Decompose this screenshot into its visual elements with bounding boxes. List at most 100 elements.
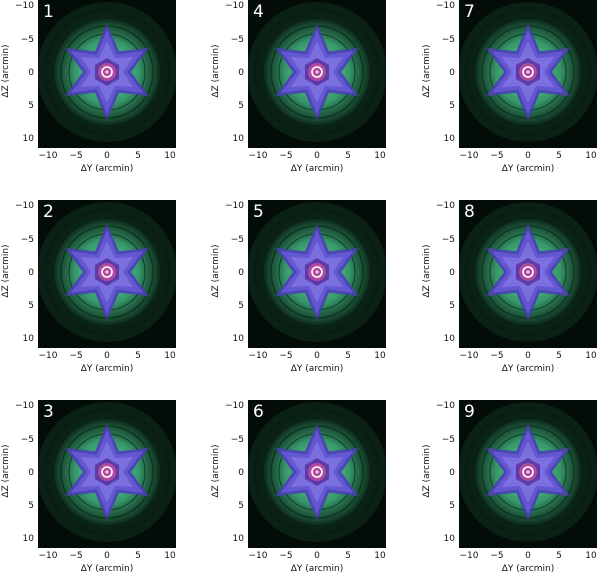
y-tick-label: −10 <box>15 401 34 411</box>
x-tick-label: 5 <box>345 551 351 561</box>
x-tick-label: −5 <box>490 551 504 561</box>
y-tick-label: −5 <box>20 235 34 245</box>
psf-image: 6 <box>248 400 386 548</box>
x-axis-label: ΔY (arcmin) <box>501 364 555 374</box>
x-tick-label: 0 <box>525 351 531 361</box>
psf-image: 5 <box>248 200 386 348</box>
y-tick-label: 5 <box>449 301 455 311</box>
x-tick-label: 5 <box>556 551 562 561</box>
y-tick-label: 0 <box>238 68 244 78</box>
y-axis-label: ΔZ (arcmin) <box>1 444 11 498</box>
y-tick-label: −5 <box>230 235 244 245</box>
x-tick-label: −10 <box>459 151 479 161</box>
y-tick-label: 10 <box>22 134 34 144</box>
x-tick-label: −5 <box>69 351 83 361</box>
y-axis-label: ΔZ (arcmin) <box>211 444 221 498</box>
psf-panel: 7 −10 −5 0 5 10 −10 −5 0 5 10 ΔZ (arcmin) ΔY (arcmin… <box>421 0 598 176</box>
psf-panel: 8 −10 −5 0 5 10 −10 −5 0 5 10 ΔZ (arcmin) ΔY (arcmin… <box>421 200 598 376</box>
y-tick-label: 10 <box>232 134 244 144</box>
x-tick-label: 10 <box>164 151 176 161</box>
psf-image: 9 <box>459 400 597 548</box>
psf-image: 8 <box>459 200 597 348</box>
panel-number: 7 <box>464 2 475 22</box>
x-tick-label: 10 <box>585 351 597 361</box>
x-axis-label: ΔY (arcmin) <box>80 164 134 174</box>
x-tick-label: 10 <box>374 351 386 361</box>
y-tick-label: 5 <box>449 101 455 111</box>
x-tick-label: −5 <box>490 351 504 361</box>
psf-panel: 5 −10 −5 0 5 10 −10 −5 0 5 10 ΔZ (arcmin) ΔY (arcmin… <box>210 200 390 376</box>
x-tick-label: 5 <box>135 351 141 361</box>
x-tick-label: −5 <box>69 151 83 161</box>
y-axis-label: ΔZ (arcmin) <box>422 444 432 498</box>
x-tick-label: 5 <box>135 551 141 561</box>
y-tick-label: 0 <box>238 468 244 478</box>
panel-number: 2 <box>43 202 54 222</box>
y-tick-label: 0 <box>28 468 34 478</box>
psf-image: 7 <box>459 0 597 148</box>
y-tick-label: −5 <box>230 35 244 45</box>
y-tick-label: 10 <box>443 134 455 144</box>
y-tick-label: 0 <box>449 468 455 478</box>
y-tick-label: −10 <box>436 201 455 211</box>
x-tick-label: 5 <box>345 351 351 361</box>
y-tick-label: −10 <box>15 1 34 11</box>
y-tick-label: −10 <box>15 201 34 211</box>
y-tick-label: 5 <box>28 301 34 311</box>
y-tick-label: 5 <box>238 101 244 111</box>
y-tick-label: 5 <box>28 501 34 511</box>
x-tick-label: −5 <box>69 551 83 561</box>
x-axis-label: ΔY (arcmin) <box>501 564 555 574</box>
y-tick-label: 5 <box>238 501 244 511</box>
x-tick-label: 10 <box>585 551 597 561</box>
psf-panel: 6 −10 −5 0 5 10 −10 −5 0 5 10 ΔZ (arcmin) ΔY (arcmin… <box>210 400 390 576</box>
x-tick-label: 10 <box>164 351 176 361</box>
y-tick-label: 10 <box>443 534 455 544</box>
x-tick-label: 0 <box>314 351 320 361</box>
x-tick-label: 0 <box>104 351 110 361</box>
y-tick-label: 5 <box>28 101 34 111</box>
x-tick-label: 0 <box>314 151 320 161</box>
psf-panel: 4 −10 −5 0 5 10 −10 −5 0 5 10 ΔZ (arcmin) ΔY (arcmin… <box>210 0 390 176</box>
x-tick-label: −10 <box>38 351 58 361</box>
y-tick-label: −5 <box>230 435 244 445</box>
x-tick-label: 5 <box>345 151 351 161</box>
x-axis-label: ΔY (arcmin) <box>290 164 344 174</box>
x-tick-label: 0 <box>104 551 110 561</box>
x-tick-label: 10 <box>374 551 386 561</box>
x-tick-label: 5 <box>556 151 562 161</box>
panel-number: 5 <box>253 202 264 222</box>
x-tick-label: 0 <box>525 551 531 561</box>
y-tick-label: −10 <box>225 201 244 211</box>
y-tick-label: −5 <box>441 235 455 245</box>
y-axis-label: ΔZ (arcmin) <box>1 44 11 98</box>
x-tick-label: −10 <box>248 151 268 161</box>
psf-image: 2 <box>38 200 176 348</box>
x-tick-label: 0 <box>314 551 320 561</box>
x-tick-label: −10 <box>248 551 268 561</box>
x-tick-label: 0 <box>525 151 531 161</box>
y-tick-label: −5 <box>20 35 34 45</box>
x-tick-label: −5 <box>279 551 293 561</box>
x-tick-label: 0 <box>104 151 110 161</box>
x-tick-label: −10 <box>248 351 268 361</box>
x-axis-label: ΔY (arcmin) <box>80 364 134 374</box>
x-tick-label: −5 <box>279 151 293 161</box>
x-tick-label: −10 <box>38 551 58 561</box>
psf-image: 1 <box>38 0 176 148</box>
psf-panel: 3 −10 −5 0 5 10 −10 −5 0 5 10 ΔZ (arcmin) ΔY (arcmin… <box>0 400 180 576</box>
y-tick-label: 10 <box>443 334 455 344</box>
psf-panel: 1 −10 −5 0 5 10 −10 −5 0 5 10 ΔZ (arcmin) ΔY (arcmin… <box>0 0 180 176</box>
x-tick-label: 10 <box>585 151 597 161</box>
y-tick-label: −5 <box>441 435 455 445</box>
y-tick-label: 10 <box>232 334 244 344</box>
psf-image: 3 <box>38 400 176 548</box>
x-axis-label: ΔY (arcmin) <box>290 364 344 374</box>
x-tick-label: −10 <box>459 551 479 561</box>
y-tick-label: 5 <box>449 501 455 511</box>
y-tick-label: −10 <box>436 1 455 11</box>
panel-number: 8 <box>464 202 475 222</box>
y-tick-label: 10 <box>232 534 244 544</box>
x-tick-label: −10 <box>459 351 479 361</box>
